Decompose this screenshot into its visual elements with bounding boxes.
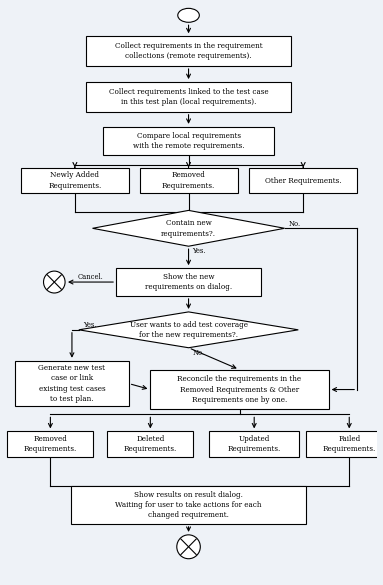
Circle shape [44,271,65,293]
FancyBboxPatch shape [7,431,93,457]
FancyBboxPatch shape [139,167,237,194]
Polygon shape [79,312,298,347]
FancyBboxPatch shape [15,361,129,407]
FancyBboxPatch shape [21,167,129,194]
FancyBboxPatch shape [116,268,261,296]
FancyBboxPatch shape [103,127,274,154]
FancyBboxPatch shape [209,431,299,457]
Text: Failed
Requirements.: Failed Requirements. [322,435,376,453]
Text: Contain new
requirements?.: Contain new requirements?. [161,219,216,238]
Text: Show the new
requirements on dialog.: Show the new requirements on dialog. [145,273,232,291]
Text: Collect requirements in the requirement
collections (remote requirements).: Collect requirements in the requirement … [115,42,262,60]
Text: Removed
Requirements.: Removed Requirements. [24,435,77,453]
FancyBboxPatch shape [107,431,193,457]
Text: Reconcile the requirements in the
Removed Requirements & Other
Requirements one : Reconcile the requirements in the Remove… [177,375,301,404]
Text: Newly Added
Requirements.: Newly Added Requirements. [48,171,101,190]
Ellipse shape [178,8,199,22]
Text: Updated
Requirements.: Updated Requirements. [228,435,281,453]
Circle shape [177,535,200,559]
Text: No.: No. [288,221,301,228]
FancyBboxPatch shape [306,431,383,457]
Text: Removed
Requirements.: Removed Requirements. [162,171,215,190]
Polygon shape [93,211,285,246]
FancyBboxPatch shape [151,370,329,410]
Text: User wants to add test coverage
for the new requirements?.: User wants to add test coverage for the … [129,321,247,339]
Text: Yes.: Yes. [83,321,96,329]
Text: Deleted
Requirements.: Deleted Requirements. [124,435,177,453]
FancyBboxPatch shape [86,36,291,66]
FancyBboxPatch shape [249,167,357,194]
Text: Other Requirements.: Other Requirements. [265,177,341,184]
Text: Show results on result dialog.
Waiting for user to take actions for each
changed: Show results on result dialog. Waiting f… [115,491,262,519]
Text: Yes.: Yes. [193,247,206,255]
Text: Collect requirements linked to the test case
in this test plan (local requiremen: Collect requirements linked to the test … [109,88,268,106]
Text: Generate new test
case or link
existing test cases
to test plan.: Generate new test case or link existing … [38,364,105,403]
Text: Compare local requirements
with the remote requirements.: Compare local requirements with the remo… [133,132,244,150]
FancyBboxPatch shape [71,486,306,524]
Text: No.: No. [193,349,205,357]
FancyBboxPatch shape [86,82,291,112]
Text: Cancel.: Cancel. [78,273,103,281]
